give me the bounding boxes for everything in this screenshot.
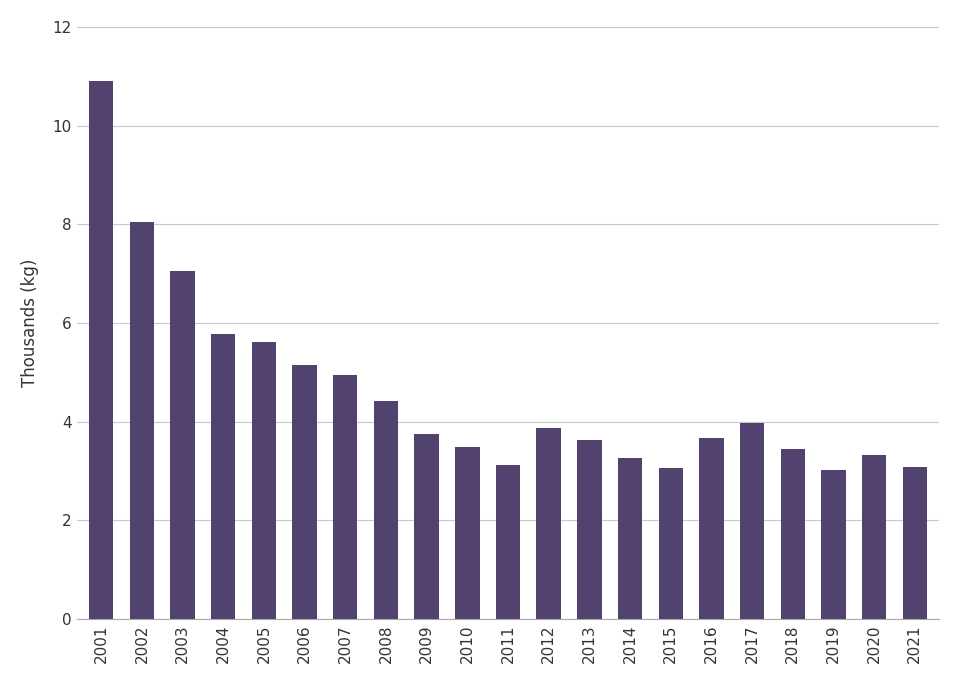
Bar xyxy=(699,438,724,619)
Bar xyxy=(618,458,642,619)
Bar xyxy=(537,428,561,619)
Bar xyxy=(373,401,398,619)
Bar xyxy=(659,469,683,619)
Bar xyxy=(740,423,764,619)
Bar xyxy=(862,455,886,619)
Bar xyxy=(455,447,480,619)
Bar xyxy=(495,464,520,619)
Bar xyxy=(170,271,195,619)
Bar xyxy=(211,334,235,619)
Bar xyxy=(252,342,276,619)
Y-axis label: Thousands (kg): Thousands (kg) xyxy=(21,259,38,387)
Bar xyxy=(780,449,804,619)
Bar xyxy=(333,375,357,619)
Bar xyxy=(821,470,846,619)
Bar xyxy=(293,365,317,619)
Bar xyxy=(415,434,439,619)
Bar xyxy=(89,81,113,619)
Bar xyxy=(130,222,155,619)
Bar xyxy=(577,440,602,619)
Bar xyxy=(902,467,927,619)
